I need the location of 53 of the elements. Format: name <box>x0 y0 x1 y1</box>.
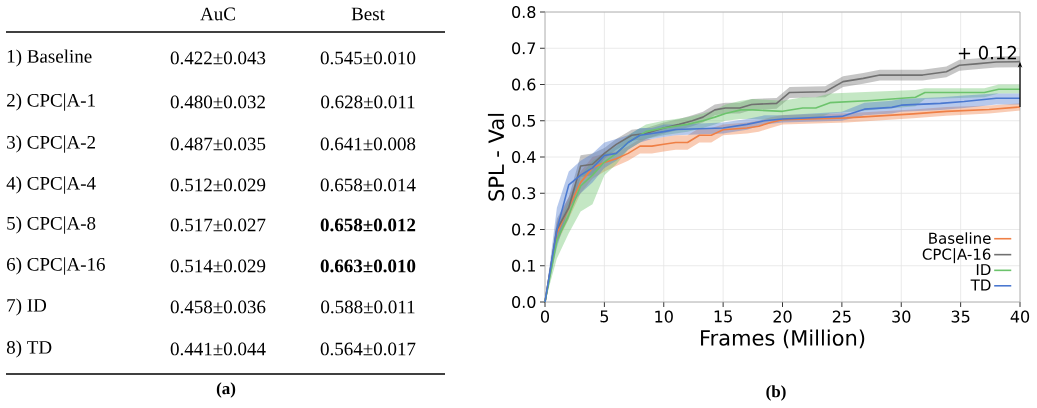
data-label: 0.514±0.029 <box>170 259 266 273</box>
data-label: 0.588±0.011 <box>321 300 415 314</box>
annotation: + 0.12 <box>958 45 1016 60</box>
category-label: 8) TD <box>6 340 52 358</box>
category-label: 6) CPC|A-16 <box>7 257 105 275</box>
data-label: 0.441±0.044 <box>170 342 266 356</box>
data-label: 0.658±0.014 <box>320 178 416 192</box>
y-tick-label: 0.3 <box>512 187 536 200</box>
category-label: 2) CPC|A-1 <box>7 93 95 111</box>
x-tick-label: 0 <box>540 310 550 323</box>
text: AuC <box>200 7 235 21</box>
x-tick-label: 35 <box>951 310 970 323</box>
x-tick-label: 40 <box>1010 310 1030 323</box>
data-label: 0.628±0.011 <box>321 95 415 109</box>
y-tick-label: 0.8 <box>512 5 536 19</box>
x-tick-label: 30 <box>892 310 911 323</box>
category-label: 1) Baseline <box>7 49 92 67</box>
data-label: 0.422±0.043 <box>170 51 266 65</box>
data-label: 0.458±0.036 <box>170 300 266 314</box>
data-label: 0.658±0.012 <box>320 218 416 232</box>
data-label: 0.512±0.029 <box>170 178 266 192</box>
data-label: 0.517±0.027 <box>170 218 266 232</box>
y-tick-label: 0.4 <box>512 150 536 164</box>
text: (b) <box>766 385 786 401</box>
category-label: 5) CPC|A-8 <box>7 216 96 234</box>
x-axis-title: Frames (Million) <box>701 329 865 349</box>
text: Best <box>351 7 385 21</box>
x-tick-label: 25 <box>832 310 851 323</box>
text: (a) <box>216 382 236 398</box>
legend-label: Baseline <box>929 232 991 244</box>
y-tick-label: 0.0 <box>512 295 536 309</box>
data-label: 0.564±0.017 <box>320 342 416 356</box>
y-tick-label: 0.6 <box>512 78 536 91</box>
y-tick-label: 0.1 <box>512 259 535 272</box>
category-label: 4) CPC|A-4 <box>6 176 96 194</box>
y-tick-label: 0.2 <box>512 223 535 236</box>
data-label: 0.480±0.032 <box>170 95 265 109</box>
data-label: 0.545±0.010 <box>320 51 416 65</box>
data-label: 0.487±0.035 <box>170 137 266 151</box>
y-tick-label: 0.5 <box>512 114 536 127</box>
data-label: 0.641±0.008 <box>320 137 416 151</box>
category-label: 7) ID <box>7 298 47 316</box>
data-label: 0.663±0.010 <box>320 259 416 273</box>
legend-label: CPC|A-16 <box>922 248 991 264</box>
x-tick-label: 15 <box>714 310 732 323</box>
y-tick-label: 0.7 <box>512 42 536 55</box>
x-tick-label: 20 <box>773 310 792 323</box>
category-label: 3) CPC|A-2 <box>7 135 95 153</box>
x-tick-label: 5 <box>600 310 609 323</box>
x-tick-label: 10 <box>655 310 673 323</box>
legend-label: ID <box>976 264 991 276</box>
y-axis-title: SPL - Val <box>487 113 505 201</box>
legend-label: TD <box>970 279 991 291</box>
